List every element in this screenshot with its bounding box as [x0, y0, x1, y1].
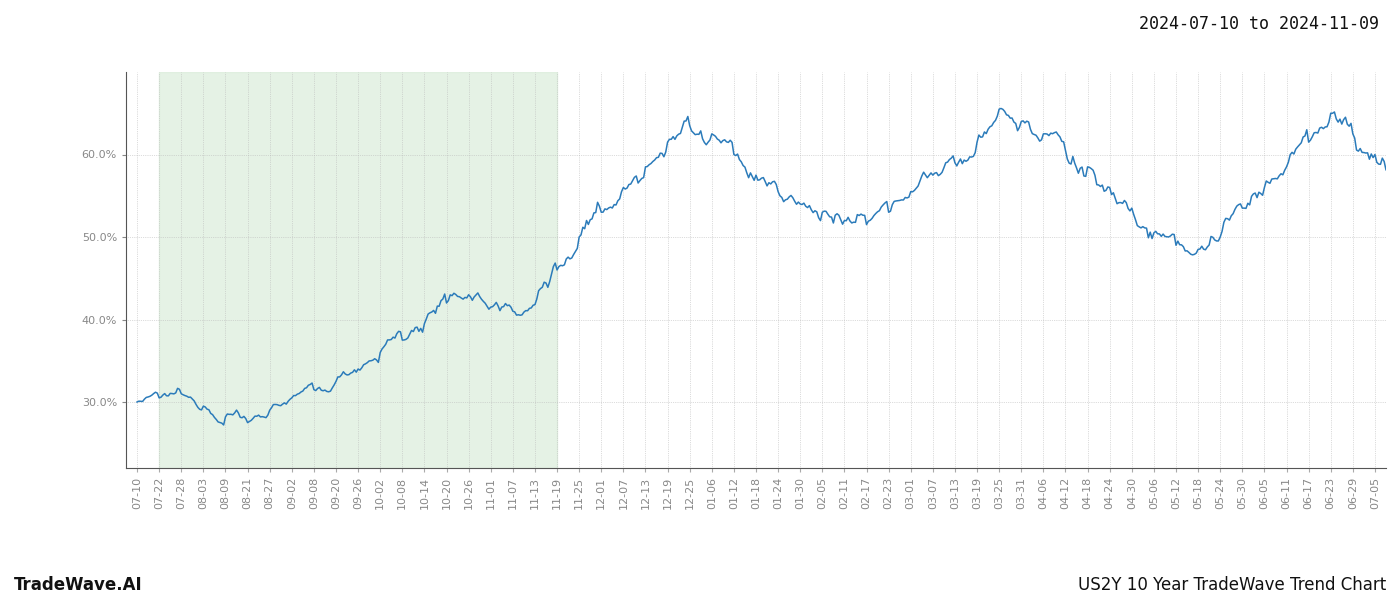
Text: TradeWave.AI: TradeWave.AI: [14, 576, 143, 594]
Text: 2024-07-10 to 2024-11-09: 2024-07-10 to 2024-11-09: [1140, 15, 1379, 33]
Text: US2Y 10 Year TradeWave Trend Chart: US2Y 10 Year TradeWave Trend Chart: [1078, 576, 1386, 594]
Bar: [160, 72, 557, 468]
